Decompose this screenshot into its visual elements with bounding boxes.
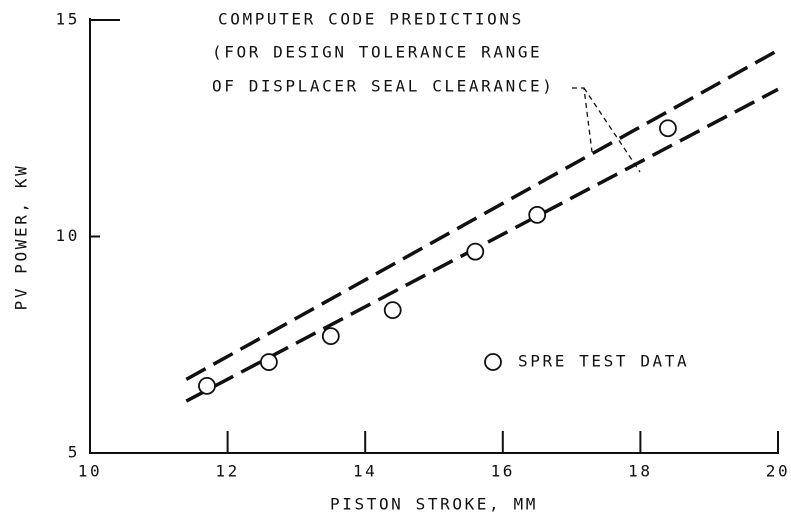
prediction-line [185,87,779,403]
data-point [659,119,677,138]
data-point [383,301,402,320]
x-tick-label: 14 [353,462,377,481]
prediction-line [185,48,779,381]
y-axis-label: PV POWER, KW [12,164,31,311]
y-tick-label: 5 [68,443,80,462]
annotation: OF DISPLACER SEAL CLEARANCE) [212,77,555,96]
x-tick-label: 18 [628,462,652,481]
y-tick-label: 10 [56,226,80,245]
data-point [528,205,547,224]
leader-line [572,87,641,173]
y-tick-label: 15 [56,10,80,29]
x-tick-label: 10 [78,462,102,481]
data-point [466,242,485,261]
x-tick-label: 16 [491,462,515,481]
annotation: (FOR DESIGN TOLERANCE RANGE [212,43,542,62]
data-point [321,327,340,345]
data-point [259,353,278,371]
x-tick-label: 12 [215,462,239,481]
annotation: COMPUTER CODE PREDICTIONS [218,10,524,29]
x-axis-label: PISTON STROKE, MM [330,495,538,514]
data-point [198,376,216,395]
legend-label: SPRE TEST DATA [518,352,689,371]
x-tick-label: 20 [766,462,790,481]
legend-marker [484,353,502,371]
